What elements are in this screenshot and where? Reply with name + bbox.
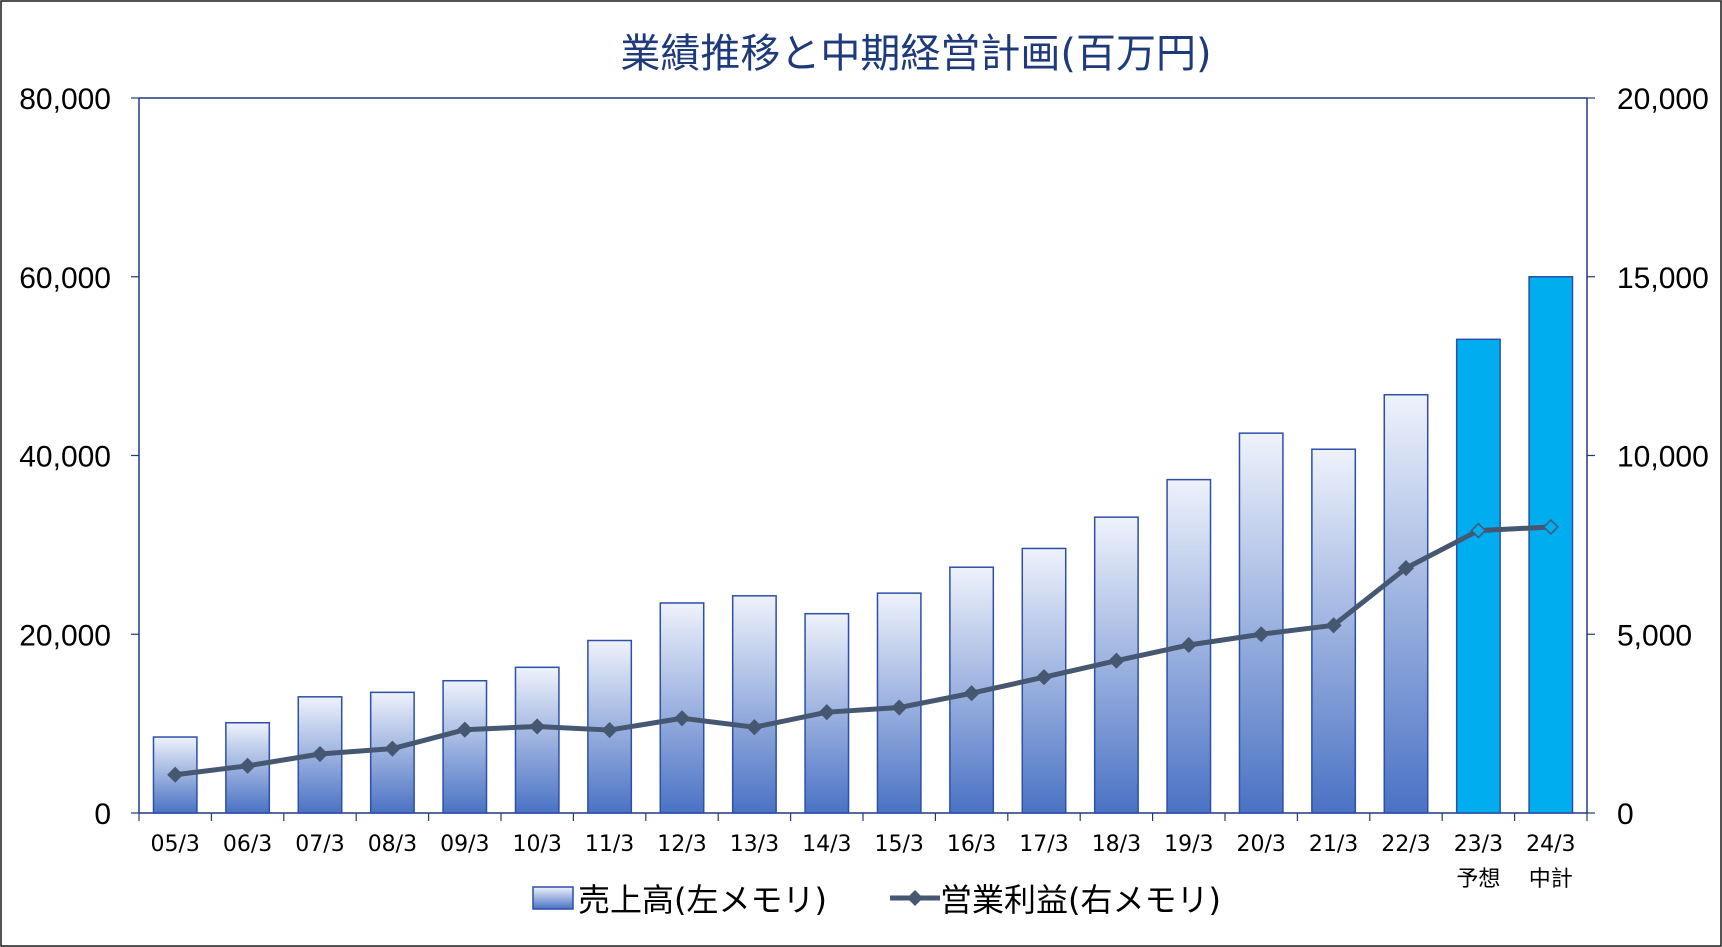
profit-point — [673, 710, 691, 727]
chart-title: 業績推移と中期経営計画(百万円) — [620, 31, 1211, 77]
right-tick-label: 0 — [1617, 798, 1634, 831]
left-tick-label: 60,000 — [19, 262, 111, 295]
profit-point — [529, 718, 546, 735]
profit-point — [601, 721, 618, 739]
x-tick-label: 19/3 — [1164, 832, 1213, 857]
forecast-profit-point — [1470, 522, 1487, 539]
profit-point — [311, 745, 329, 763]
forecast-profit-point — [1542, 518, 1559, 536]
x-tick-label: 06/3 — [223, 832, 272, 857]
profit-point — [1397, 560, 1415, 577]
plot-area: 0 20,000 40,000 60,000 80,000 0 5,000 10,000 15,… — [19, 83, 1709, 892]
x-tick-label: 23/3 — [1454, 832, 1503, 857]
x-tick-label: 16/3 — [947, 832, 996, 857]
left-tick-label: 80,000 — [19, 83, 111, 116]
legend-label-profit: 営業利益(右メモリ) — [940, 881, 1221, 919]
x-tick-sublabel: 予想 — [1456, 867, 1500, 892]
profit-point — [963, 685, 980, 702]
x-tick-label: 05/3 — [150, 832, 199, 857]
right-tick-label: 5,000 — [1617, 619, 1692, 652]
profit-point — [1180, 636, 1197, 654]
legend-line-marker — [907, 890, 923, 906]
right-tick-label: 20,000 — [1617, 83, 1709, 116]
x-tick-label: 17/3 — [1019, 832, 1068, 857]
profit-point — [384, 740, 401, 757]
sales-bar — [659, 602, 705, 814]
left-tick-label: 20,000 — [19, 619, 111, 652]
x-tick-label: 15/3 — [874, 832, 923, 857]
profit-point — [456, 721, 473, 738]
forecast-sales-bar — [1455, 338, 1501, 814]
profit-point — [1325, 617, 1342, 634]
x-tick-label: 18/3 — [1092, 832, 1141, 857]
sales-bar — [731, 595, 777, 814]
x-tick-label: 22/3 — [1381, 832, 1430, 857]
legend-bar-swatch — [532, 886, 574, 910]
x-tick-label: 13/3 — [730, 832, 779, 857]
x-tick-label: 24/3 — [1526, 832, 1575, 857]
sales-bar — [1383, 393, 1429, 814]
profit-point — [891, 699, 908, 716]
x-tick-label: 21/3 — [1309, 832, 1358, 857]
right-tick-label: 10,000 — [1617, 441, 1709, 474]
sales-bar — [514, 666, 560, 814]
x-tick-label: 12/3 — [657, 832, 706, 857]
right-tick-label: 15,000 — [1617, 262, 1709, 295]
x-tick-sublabel: 中計 — [1529, 867, 1573, 892]
legend-label-sales: 売上高(左メモリ) — [578, 881, 827, 919]
profit-point — [1035, 669, 1053, 686]
profit-point — [167, 766, 184, 783]
x-tick-label: 09/3 — [440, 832, 489, 857]
x-tick-label: 07/3 — [295, 832, 344, 857]
operating-profit-line — [174, 524, 1551, 778]
x-tick-label: 08/3 — [368, 832, 417, 857]
x-tick-label: 11/3 — [585, 832, 634, 857]
profit-point — [1108, 652, 1125, 669]
x-tick-label: 20/3 — [1236, 832, 1285, 857]
profit-point — [746, 719, 763, 736]
left-tick-label: 40,000 — [19, 441, 111, 474]
x-tick-label: 14/3 — [802, 832, 851, 857]
x-tick-label: 10/3 — [512, 832, 561, 857]
left-tick-label: 0 — [94, 798, 111, 831]
profit-point — [1253, 626, 1270, 643]
profit-point — [239, 757, 256, 774]
sales-bar — [1238, 432, 1284, 814]
legend: 売上高(左メモリ) 営業利益(右メモリ) — [532, 881, 1221, 919]
profit-point — [818, 704, 835, 721]
sales-bar — [442, 679, 488, 814]
forecast-sales-bar — [1528, 276, 1574, 814]
